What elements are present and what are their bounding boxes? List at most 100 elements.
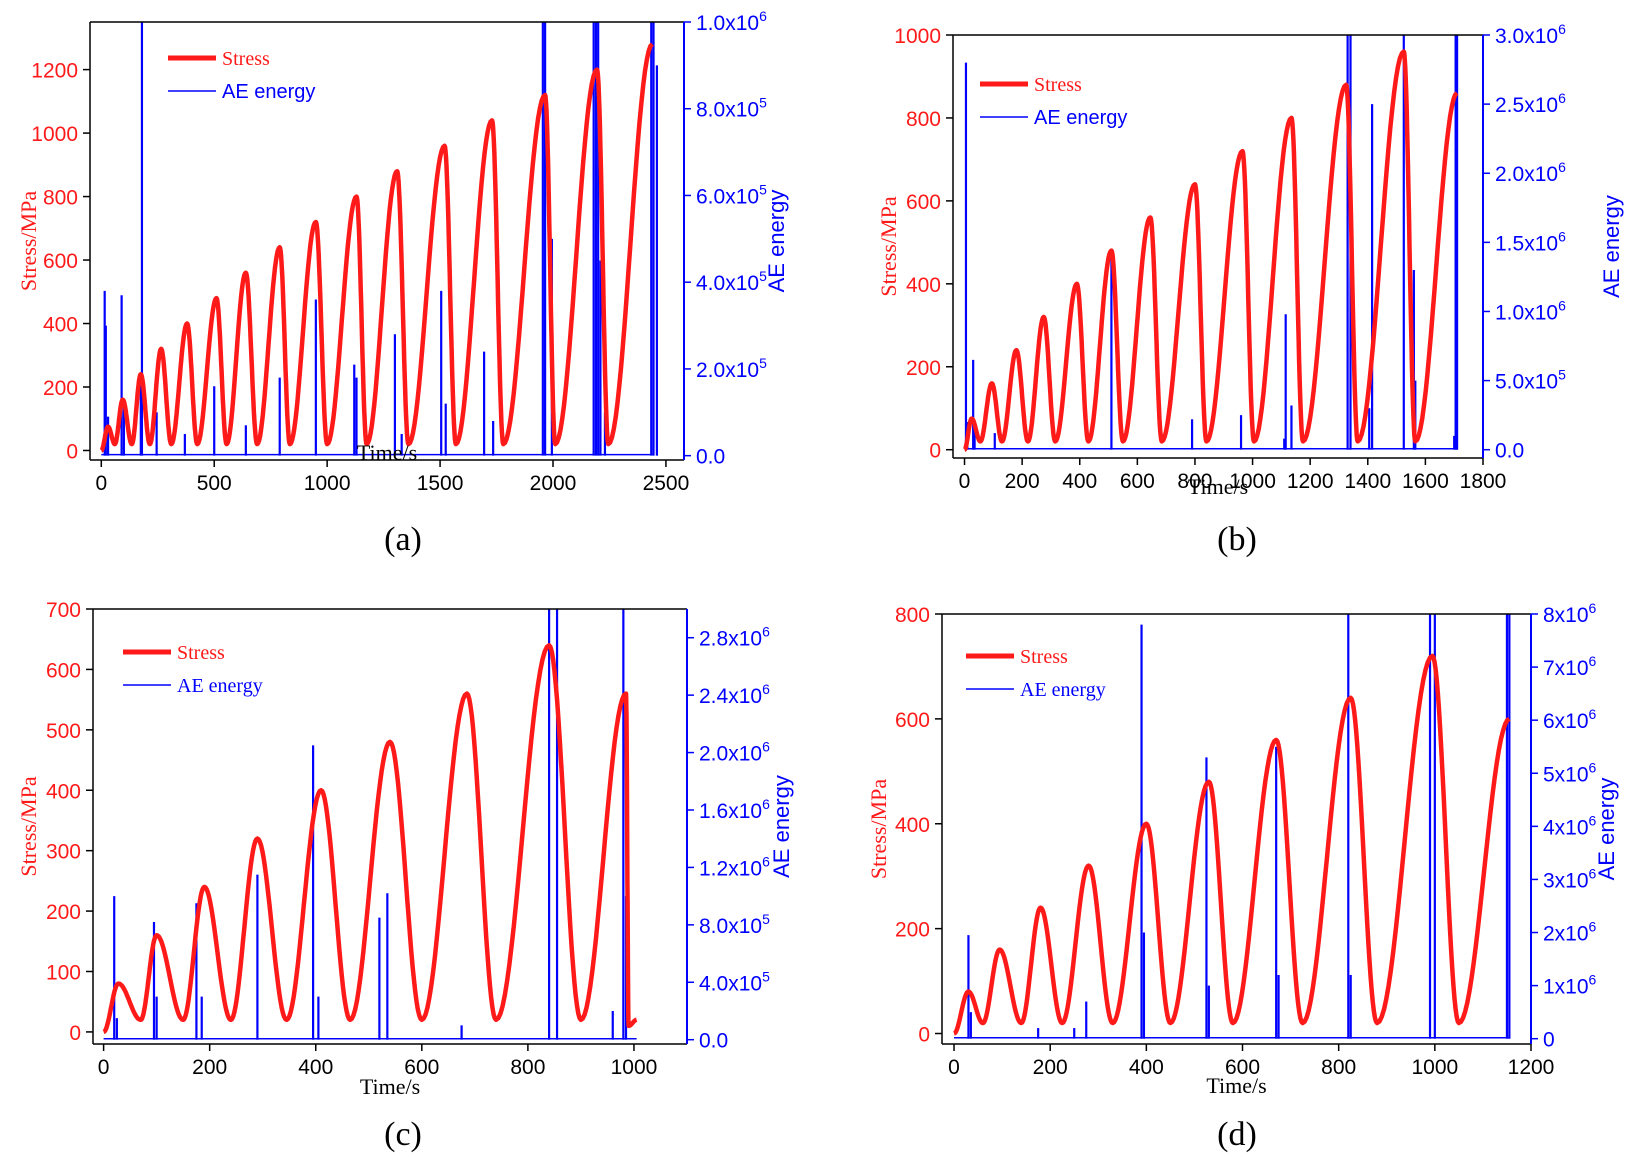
y-tick-label: 1000 (31, 123, 78, 146)
y2-tick-exponent: 6 (1589, 600, 1597, 616)
x-tick-label: 1200 (1508, 1056, 1555, 1079)
y2-tick-exponent: 6 (1558, 21, 1566, 37)
y2-tick-mantissa: 5x10 (1543, 763, 1589, 786)
x-tick-label: 400 (298, 1056, 333, 1079)
y2-tick-exponent: 6 (762, 796, 770, 812)
x-tick-label: 200 (1005, 470, 1040, 493)
y-tick-label: 600 (906, 191, 941, 214)
y2-tick-exponent: 5 (759, 268, 767, 284)
y2-tick-label: 1.0x106 (1495, 297, 1566, 324)
y-axis-title: Stress/MPa (876, 196, 901, 296)
legend-ae-label: AE energy (1020, 679, 1106, 701)
x-axis-title: Time/s (1188, 474, 1248, 499)
y2-tick-label: 0.0 (699, 1030, 728, 1053)
y2-tick-exponent: 6 (1589, 759, 1597, 775)
y-axis-title: Stress/MPa (16, 776, 41, 876)
y2-tick-exponent: 6 (1589, 706, 1597, 722)
y2-tick-label: 4.0x105 (696, 268, 767, 295)
y2-tick-exponent: 5 (759, 355, 767, 371)
y2-tick-label: 3x106 (1543, 865, 1597, 892)
y2-tick-mantissa: 6x10 (1543, 710, 1589, 733)
y-tick-label: 1000 (894, 25, 941, 48)
y2-tick-mantissa: 2.0x10 (1495, 163, 1558, 186)
y2-tick-mantissa: 7x10 (1543, 657, 1589, 680)
ae-energy-series (101, 22, 658, 456)
y2-tick-label: 2.0x106 (1495, 159, 1566, 186)
y2-tick-exponent: 6 (762, 624, 770, 640)
y2-axis-title: AE energy (1599, 195, 1624, 298)
x-tick-label: 800 (1177, 470, 1212, 493)
y-tick-label: 200 (906, 357, 941, 380)
x-tick-label: 1000 (1229, 470, 1276, 493)
x-tick-label: 1200 (1287, 470, 1334, 493)
y2-tick-label: 8.0x105 (699, 911, 770, 938)
y-tick-label: 800 (906, 108, 941, 131)
y2-tick-mantissa: 2x10 (1543, 923, 1589, 946)
y2-tick-label: 6.0x105 (696, 181, 767, 208)
legend-stress-label: Stress (177, 642, 225, 664)
panel-label: (a) (384, 521, 422, 558)
y2-tick-label: 0.0 (696, 446, 725, 469)
x-tick-label: 0 (959, 470, 971, 493)
y2-tick-label: 5x106 (1543, 759, 1597, 786)
y2-tick-label: 2.4x106 (699, 681, 770, 708)
x-tick-label: 2000 (530, 472, 577, 495)
y2-tick-exponent: 6 (1589, 653, 1597, 669)
y2-tick-mantissa: 8.0x10 (699, 915, 762, 938)
y2-tick-exponent: 5 (1558, 367, 1566, 383)
x-tick-label: 0 (95, 472, 107, 495)
y-axis-title: Stress/MPa (866, 779, 891, 879)
stress-series (952, 653, 1511, 1036)
legend: Stress AE energy (980, 74, 1127, 129)
x-tick-label: 1000 (611, 1056, 658, 1079)
panel-label: (b) (1217, 521, 1257, 558)
y2-tick-exponent: 5 (762, 911, 770, 927)
y-tick-label: 600 (46, 659, 81, 682)
x-tick-label: 400 (1062, 470, 1097, 493)
legend-ae-label: AE energy (1034, 107, 1127, 129)
y2-tick-mantissa: 2.4x10 (699, 685, 762, 708)
x-tick-label: 200 (1033, 1056, 1068, 1079)
legend-stress-label: Stress (1034, 74, 1082, 96)
y2-tick-label: 1x106 (1543, 972, 1597, 999)
y2-tick-label: 5.0x105 (1495, 367, 1566, 394)
y-tick-label: 700 (46, 599, 81, 622)
stress-series (101, 643, 639, 1035)
legend-ae-label: AE energy (222, 81, 315, 103)
y2-tick-label: 8x106 (1543, 600, 1597, 627)
y2-tick-exponent: 6 (1589, 972, 1597, 988)
y2-tick-exponent: 6 (762, 853, 770, 869)
panel-label: (c) (384, 1116, 422, 1153)
legend-ae-label: AE energy (177, 675, 263, 697)
y2-tick-mantissa: 1.5x10 (1495, 232, 1558, 255)
x-tick-label: 400 (1129, 1056, 1164, 1079)
y2-tick-mantissa: 4.0x10 (696, 272, 759, 295)
x-tick-label: 1000 (304, 472, 351, 495)
y2-tick-exponent: 5 (762, 968, 770, 984)
x-tick-label: 1500 (417, 472, 464, 495)
y-tick-label: 400 (895, 814, 930, 837)
y2-tick-label: 2.5x106 (1495, 90, 1566, 117)
y-axis-title: Stress/MPa (16, 191, 41, 291)
y2-tick-label: 4.0x105 (699, 968, 770, 995)
y2-tick-mantissa: 1.0x10 (1495, 301, 1558, 324)
y-tick-label: 600 (895, 709, 930, 732)
y2-tick-mantissa: 2.8x10 (699, 628, 762, 651)
y2-tick-label: 8.0x105 (696, 95, 767, 122)
y2-tick-mantissa: 2.0x10 (696, 359, 759, 382)
y2-tick-exponent: 6 (1558, 159, 1566, 175)
y2-tick-mantissa: 1.0x10 (696, 12, 759, 35)
panel-label: (d) (1217, 1116, 1257, 1153)
y2-tick-exponent: 6 (1589, 919, 1597, 935)
y-tick-label: 200 (46, 901, 81, 924)
stress-series (99, 42, 654, 453)
y-tick-label: 800 (895, 604, 930, 627)
y2-tick-label: 0.0 (1495, 440, 1524, 463)
y-tick-label: 1200 (31, 60, 78, 83)
x-tick-label: 1000 (1411, 1056, 1458, 1079)
y2-tick-exponent: 6 (762, 739, 770, 755)
y2-tick-label: 2.0x105 (696, 355, 767, 382)
x-tick-label: 600 (1120, 470, 1155, 493)
x-tick-label: 0 (948, 1056, 960, 1079)
x-axis-title: Time/s (1206, 1073, 1266, 1098)
